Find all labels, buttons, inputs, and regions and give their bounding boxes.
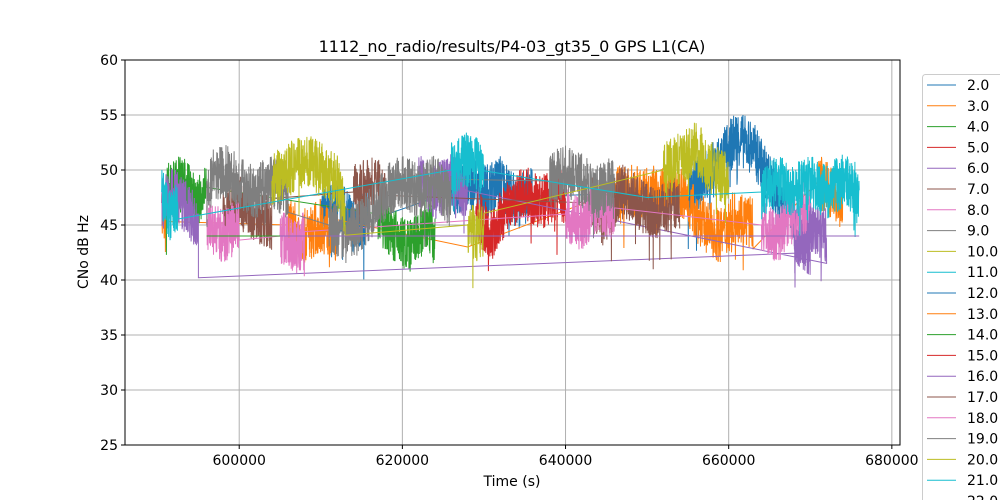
y-axis-label: CNo dB Hz	[76, 215, 92, 289]
legend-label: 11.0	[967, 265, 998, 281]
y-tick-label: 45	[100, 218, 118, 234]
legend-label: 14.0	[967, 328, 998, 344]
legend-label: 7.0	[967, 182, 989, 198]
legend: 2.0 3.0 4.0 5.0 6.0 7.0 8.0 9.0 10.0 11.0 12.0 13.0…	[922, 74, 1000, 500]
series-line-9.0	[206, 145, 615, 264]
legend-label: 20.0	[967, 452, 998, 468]
legend-label: 18.0	[967, 411, 998, 427]
legend-box	[922, 74, 1000, 500]
legend-label: 8.0	[967, 203, 989, 219]
x-axis-label: Time (s)	[483, 474, 541, 490]
legend-label: 4.0	[967, 120, 989, 136]
axis-ticks: 600000 620000 640000 660000 680000 25 30 35 40 45…	[100, 53, 918, 469]
y-tick-label: 30	[100, 383, 118, 399]
plot-frame	[124, 59, 901, 446]
legend-label: 16.0	[967, 369, 998, 385]
y-tick-label: 40	[100, 273, 118, 289]
series-line-8.0	[206, 178, 811, 277]
y-tick-label: 50	[100, 163, 118, 179]
chart-title: 1112_no_radio/results/P4-03_gt35_0 GPS L…	[319, 37, 706, 57]
x-tick-label: 600000	[212, 453, 265, 469]
legend-label: 9.0	[967, 224, 989, 240]
grid	[125, 59, 900, 446]
legend-label: 3.0	[967, 99, 989, 115]
legend-label: 12.0	[967, 286, 998, 302]
series-line-4.0	[165, 156, 436, 272]
y-tick-label: 25	[100, 438, 118, 454]
x-tick-label: 660000	[702, 453, 755, 469]
x-tick-label: 620000	[376, 453, 429, 469]
legend-label: 15.0	[967, 348, 998, 364]
y-tick-label: 35	[100, 328, 118, 344]
legend-label: 21.0	[967, 473, 998, 489]
legend-label: 22.0	[967, 494, 998, 500]
legend-label: 10.0	[967, 244, 998, 260]
y-tick-label: 60	[100, 53, 118, 69]
legend-label: 19.0	[967, 432, 998, 448]
legend-label: 17.0	[967, 390, 998, 406]
y-tick-label: 55	[100, 108, 118, 124]
legend-label: 6.0	[967, 161, 989, 177]
series-lines	[161, 114, 860, 289]
x-tick-label: 640000	[539, 453, 592, 469]
series-line-11.0	[161, 132, 860, 241]
x-tick-label: 680000	[865, 453, 918, 469]
legend-label: 2.0	[967, 78, 989, 94]
legend-label: 13.0	[967, 307, 998, 323]
legend-label: 5.0	[967, 140, 989, 156]
series-line-10.0	[271, 122, 730, 289]
